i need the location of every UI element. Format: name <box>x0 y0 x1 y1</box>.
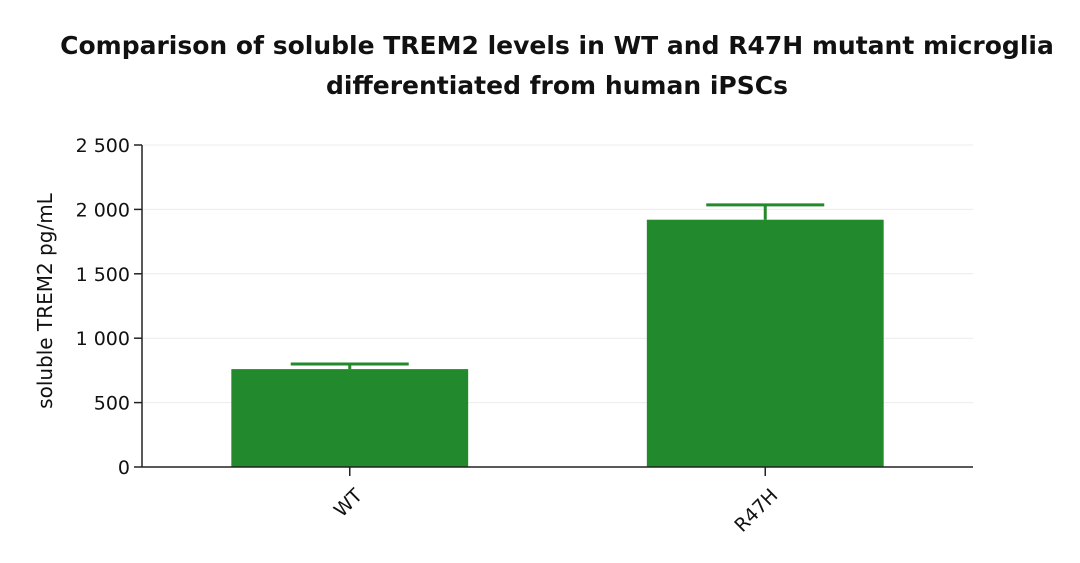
x-tick-label: WT <box>330 484 367 521</box>
bars <box>231 203 884 467</box>
bar-wt <box>231 369 469 467</box>
y-tick-label: 1 000 <box>76 328 130 350</box>
y-tick-label: 0 <box>118 457 130 479</box>
chart-title: Comparison of soluble TREM2 levels in WT… <box>0 26 1080 106</box>
chart-title-line-2: differentiated from human iPSCs <box>326 71 788 100</box>
x-tick-label: R47H <box>730 485 782 537</box>
y-tick-label: 2 500 <box>76 135 130 157</box>
chart-title-line-1: Comparison of soluble TREM2 levels in WT… <box>60 31 1054 60</box>
y-tick-label: 2 000 <box>76 199 130 221</box>
y-axis-title: soluble TREM2 pg/mL <box>33 192 57 409</box>
y-tick-label: 500 <box>94 393 130 415</box>
bar-r47h <box>646 219 884 467</box>
axes <box>134 144 973 476</box>
y-tick-label: 1 500 <box>76 264 130 286</box>
